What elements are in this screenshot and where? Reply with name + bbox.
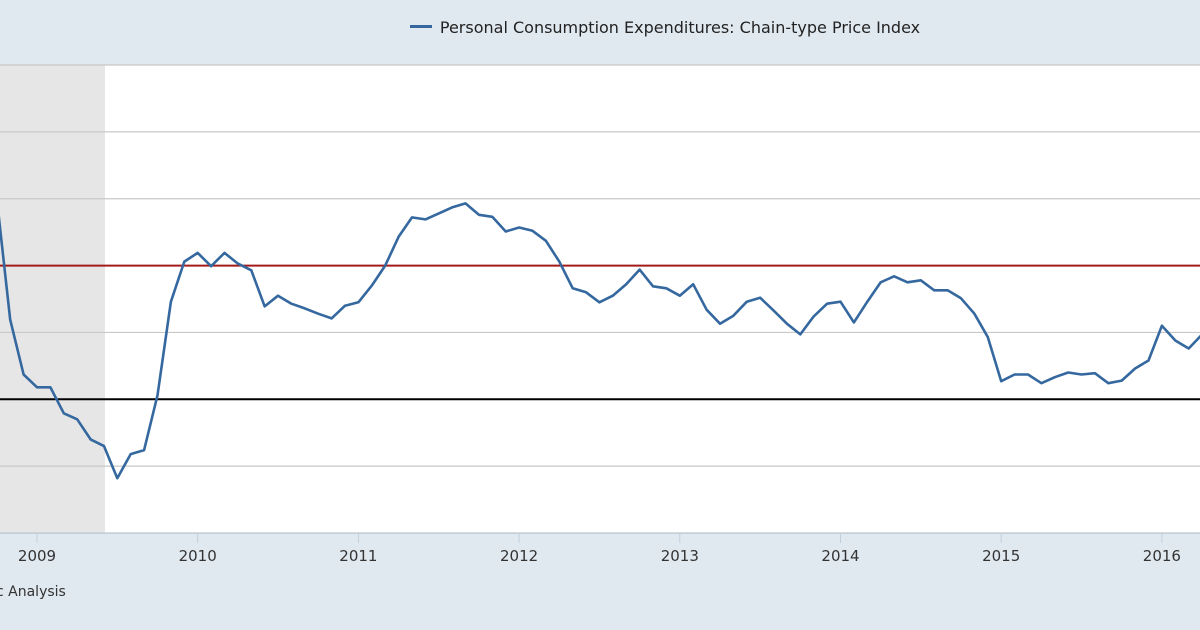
x-tick-label: 2013 xyxy=(661,547,699,565)
chart-legend: Personal Consumption Expenditures: Chain… xyxy=(0,18,1200,37)
x-tick-label: 2012 xyxy=(500,547,538,565)
x-tick-label: 2016 xyxy=(1143,547,1181,565)
plot-background xyxy=(0,65,1200,533)
source-note: c Analysis xyxy=(0,584,66,600)
plot-area: 2009 2010 2011 2012 2013 2014 2015 2016 xyxy=(0,64,1200,565)
x-tick-label: 2010 xyxy=(179,547,217,565)
legend-label: Personal Consumption Expenditures: Chain… xyxy=(439,18,921,37)
legend-swatch xyxy=(409,25,432,28)
x-tick-label: 2009 xyxy=(18,547,56,565)
x-tick-label: 2014 xyxy=(821,547,859,565)
x-tick-label: 2015 xyxy=(982,547,1020,565)
recession-shading xyxy=(0,65,105,533)
x-tick-label: 2011 xyxy=(339,547,377,565)
